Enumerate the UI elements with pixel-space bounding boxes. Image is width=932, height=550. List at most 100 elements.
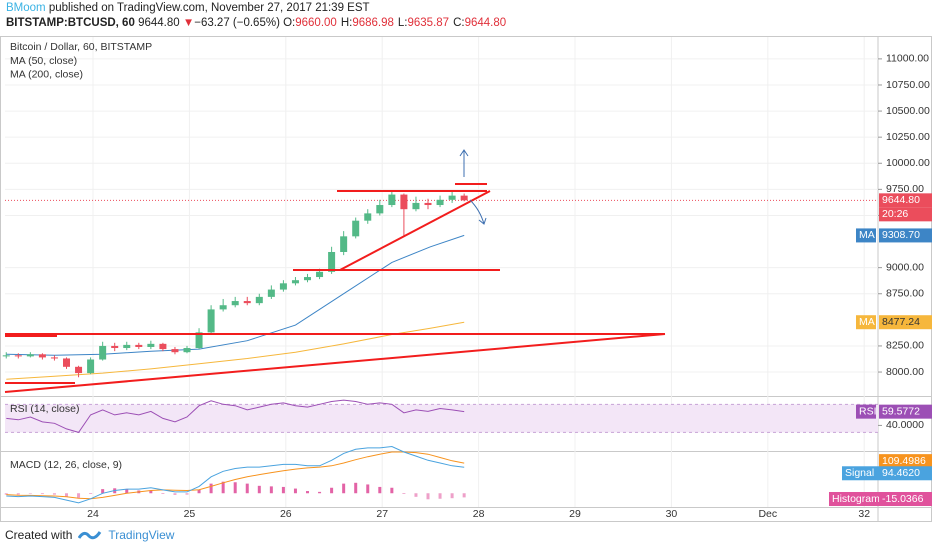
ma-line (6, 234, 465, 356)
arrows (459, 149, 487, 225)
histogram-bar (450, 493, 454, 499)
histogram-bar (330, 487, 334, 494)
histogram-bar (197, 489, 201, 494)
candle-body (376, 205, 384, 214)
histogram-bar (16, 493, 20, 495)
y-tick-label: 8000.00 (886, 366, 924, 378)
macd-line (6, 451, 465, 500)
trend-line[interactable] (339, 190, 491, 271)
x-tick-label: 24 (87, 508, 99, 520)
histogram-bar (293, 488, 297, 494)
ma-value: 9308.70 (882, 229, 920, 241)
histogram-bar (402, 493, 406, 494)
candle-body (135, 344, 143, 347)
histogram-bar (245, 483, 249, 494)
histogram-bar (438, 493, 442, 499)
rsi-line (6, 399, 465, 433)
ohlc-label: L: (397, 17, 408, 29)
rsi-value-box (879, 404, 932, 419)
candle-body (183, 348, 191, 353)
legend-entry: MA (50, close) (10, 55, 77, 67)
ohlc-value: 9686.98 (352, 17, 394, 29)
y-tick-label: 9000.00 (886, 261, 924, 273)
histogram-bar (221, 481, 225, 494)
published: published on TradingView.com, November 2… (48, 2, 370, 14)
rsi-tag: RSI (859, 405, 877, 417)
candle-body (38, 354, 46, 358)
candle-body (14, 355, 22, 357)
author[interactable]: BMoom (6, 2, 46, 14)
histogram-bar (185, 493, 189, 495)
symbol: BITSTAMP:BTCUSD, 60 (6, 17, 135, 29)
trend-line[interactable] (4, 333, 666, 393)
ma-value-box (879, 228, 932, 243)
histogram-bar (125, 489, 129, 494)
histogram-bar (209, 483, 213, 494)
chart: 24 25 26 27 28 29 30 Dec 32 8000.00 8250.00 8750.00… (0, 36, 932, 522)
candle-body (340, 236, 348, 252)
publish-line: BMoom published on TradingView.com, Nove… (6, 1, 510, 16)
candle-body (63, 358, 71, 367)
ma-tag: MA (859, 229, 875, 241)
arrow: ▼ (182, 17, 195, 29)
countdown-box (879, 207, 932, 222)
down-arrow[interactable] (469, 199, 487, 225)
logo (78, 531, 102, 540)
candle-body (448, 195, 456, 200)
candle-body (219, 305, 227, 310)
x-tick-label: 25 (184, 508, 196, 520)
rsi-tag-box (856, 404, 876, 419)
histogram-bar (28, 493, 32, 494)
ma-value-box (879, 315, 932, 330)
ma-value: 8477.24 (882, 316, 920, 328)
frame (0, 36, 932, 522)
candle-body (436, 199, 444, 206)
candle-body (75, 366, 83, 374)
histogram-bar (4, 493, 8, 495)
candle-body (267, 289, 275, 297)
histogram-tag: Histogram (832, 493, 880, 505)
histogram-value-box (879, 492, 932, 506)
y-tick-label: 10250.00 (886, 131, 930, 143)
macd-line (6, 445, 465, 504)
histogram-bar (378, 486, 382, 494)
histogram-bar (65, 493, 69, 497)
histogram-bar (462, 493, 466, 498)
histogram-bar (257, 485, 261, 494)
candle-body (255, 296, 263, 304)
change: −63.27 (−0.65%) (194, 17, 280, 29)
candle-body (2, 355, 10, 357)
ma-tag-box (856, 228, 876, 243)
candle-body (412, 202, 420, 210)
up-arrow[interactable] (459, 149, 469, 177)
countdown: 20:26 (882, 208, 908, 220)
histogram-tag-box (829, 492, 879, 506)
histogram-bar (269, 486, 273, 494)
candle-body (50, 357, 58, 359)
ohlc-value: 9644.80 (464, 17, 507, 29)
histogram-bar (101, 489, 105, 494)
histogram-bar (306, 491, 310, 494)
histogram-bar (414, 493, 418, 497)
last-price-box (879, 193, 932, 208)
ma-tag: MA (859, 316, 875, 328)
candle-body (291, 280, 299, 284)
ma-tag-box (856, 315, 876, 330)
x-tick-label: 30 (666, 508, 678, 520)
layers: 24 25 26 27 28 29 30 Dec 32 8000.00 8250.00 8750.00… (2, 37, 932, 520)
legend-entry: MA (200, close) (10, 68, 83, 80)
histogram-bar (173, 493, 177, 495)
macd-value: 109.4986 (882, 455, 926, 467)
histogram-bar (40, 493, 44, 495)
y-tick-label: 40.0000 (886, 419, 924, 431)
y-tick-label: 8250.00 (886, 340, 924, 352)
brand[interactable]: TradingView (108, 528, 175, 542)
candle-body (424, 202, 432, 206)
histogram-bar (390, 487, 394, 494)
histogram-bar (52, 493, 56, 495)
x-tick-label: 28 (473, 508, 485, 520)
histogram-bar (89, 493, 93, 494)
histogram-bar (354, 482, 358, 494)
price: 9644.80 (138, 17, 180, 29)
